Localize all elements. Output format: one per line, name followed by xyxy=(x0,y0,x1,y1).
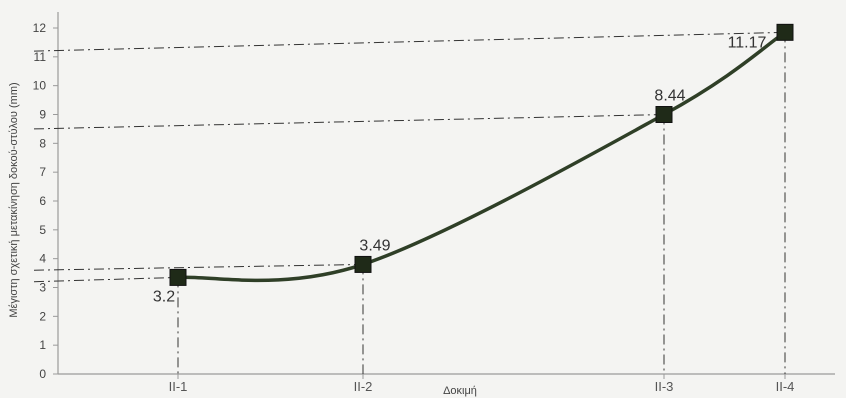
x-tick-labels: II-1 II-2 II-3 II-4 xyxy=(169,374,795,394)
x-tick-label: II-2 xyxy=(354,379,373,394)
data-point-marker xyxy=(655,106,673,123)
x-axis-title: Δοκιμή xyxy=(443,385,477,397)
y-tick-label: 0 xyxy=(39,367,46,381)
y-tick-label: 6 xyxy=(39,194,46,208)
y-axis-title: Μέγιστη σχετική μετακίνηση δοκού-στύλου … xyxy=(8,82,20,317)
data-label: 8.44 xyxy=(654,88,685,105)
y-tick-label: 5 xyxy=(39,223,46,237)
y-tick-label: 12 xyxy=(33,21,47,35)
reference-guides xyxy=(33,31,786,374)
horizontal-guide-line xyxy=(33,114,665,130)
y-tick-label: 4 xyxy=(39,252,46,266)
horizontal-guide-line xyxy=(33,31,786,52)
y-tick-label: 11 xyxy=(34,50,47,64)
data-label: 3.2 xyxy=(153,288,175,305)
y-tick-label: 7 xyxy=(39,165,46,179)
series-line xyxy=(177,30,786,283)
chart-axes xyxy=(57,12,835,375)
data-point-marker xyxy=(776,23,794,41)
data-point-marker xyxy=(169,268,187,286)
horizontal-guide-line xyxy=(33,276,179,283)
data-point-marker xyxy=(354,255,372,273)
data-label: 3.49 xyxy=(359,237,390,254)
x-tick-label: II-3 xyxy=(655,379,674,394)
series-markers xyxy=(169,23,794,286)
x-tick-label: II-4 xyxy=(776,379,795,394)
y-tick-label: 8 xyxy=(39,136,46,150)
y-tick-label: 1 xyxy=(39,338,46,352)
y-tick-label: 10 xyxy=(33,79,47,93)
y-tick-label: 3 xyxy=(39,281,46,295)
horizontal-guide-line xyxy=(33,263,364,271)
y-tick-label: 2 xyxy=(39,309,46,323)
data-label: 11.17 xyxy=(728,34,767,51)
y-tick-label: 9 xyxy=(39,108,46,122)
x-tick-label: II-1 xyxy=(169,379,188,394)
data-labels: 3.2 3.49 8.44 11.17 xyxy=(153,34,767,305)
